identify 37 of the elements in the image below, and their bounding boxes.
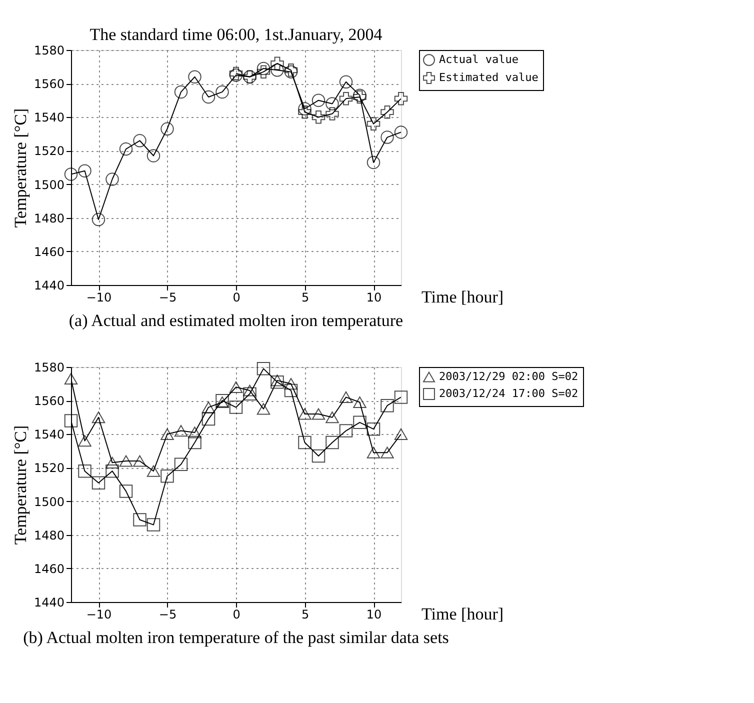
legend-label: 2003/12/29 02:00 S=02 bbox=[439, 370, 578, 383]
y-tick-label: 1560 bbox=[34, 394, 64, 408]
y-tick-label: 1540 bbox=[34, 428, 64, 442]
y-tick-label: 1580 bbox=[34, 44, 64, 58]
y-tick-label: 1480 bbox=[34, 211, 64, 226]
y-axis-title: Temperature [°C] bbox=[10, 425, 30, 545]
y-tick-label: 1580 bbox=[34, 360, 64, 374]
chart-title: The standard time 06:00, 1st.January, 2004 bbox=[90, 25, 383, 44]
text: (a) Actual and estimated molten iron temperature bbox=[68, 311, 404, 330]
y-axis-title: Temperature [°C] bbox=[10, 108, 30, 228]
legend-label: Estimated value bbox=[439, 71, 538, 84]
y-tick-label: 1500 bbox=[34, 494, 64, 509]
x-tick-label: 5 bbox=[301, 608, 310, 622]
x-axis-title: Time [hour] bbox=[422, 604, 504, 624]
x-tick-label: −5 bbox=[158, 608, 177, 622]
y-tick-label: 1520 bbox=[34, 461, 64, 476]
text: (b) Actual molten iron temperature of the past similar data sets bbox=[23, 628, 449, 647]
x-axis-title: Time [hour] bbox=[422, 288, 504, 306]
y-tick-label: 1440 bbox=[34, 596, 64, 610]
y-tick-label: 1560 bbox=[34, 77, 64, 92]
y-tick-label: 1460 bbox=[34, 244, 64, 259]
x-tick-label: −10 bbox=[86, 608, 112, 622]
x-tick-label: −5 bbox=[158, 290, 177, 304]
y-tick-label: 1440 bbox=[34, 278, 64, 292]
x-tick-label: 0 bbox=[232, 608, 240, 622]
y-tick-label: 1540 bbox=[34, 110, 64, 125]
x-tick-label: 10 bbox=[366, 608, 382, 622]
legend-label: 2003/12/24 17:00 S=02 bbox=[439, 387, 578, 400]
y-tick-label: 1500 bbox=[34, 178, 64, 192]
x-tick-label: 5 bbox=[301, 290, 310, 304]
y-tick-label: 1460 bbox=[34, 562, 64, 576]
x-tick-label: 10 bbox=[366, 290, 382, 304]
x-tick-label: 0 bbox=[232, 290, 240, 304]
x-tick-label: −10 bbox=[86, 290, 112, 304]
legend-label: Actual value bbox=[439, 53, 518, 66]
y-tick-label: 1520 bbox=[34, 144, 64, 158]
y-tick-label: 1480 bbox=[34, 528, 64, 542]
